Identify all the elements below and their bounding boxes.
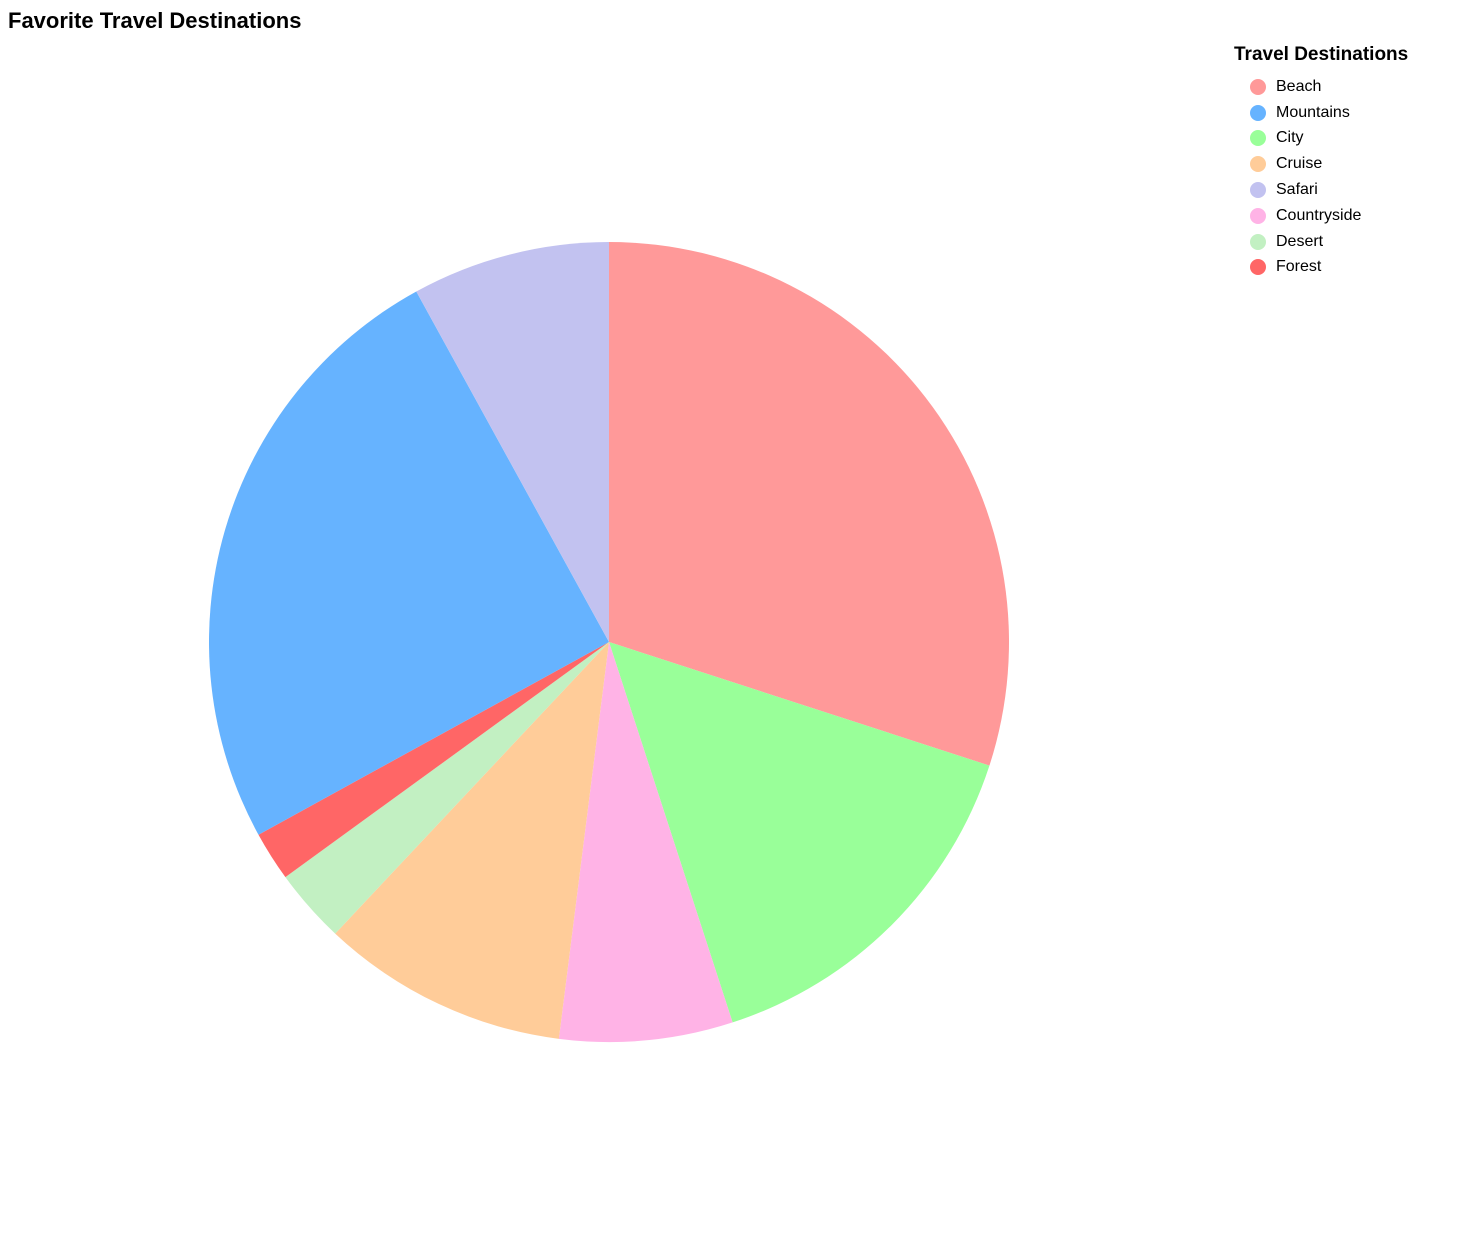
chart-title: Favorite Travel Destinations bbox=[8, 8, 302, 33]
legend-swatch-cruise bbox=[1250, 156, 1266, 173]
pie-slice-safari bbox=[416, 242, 609, 642]
legend-label: City bbox=[1276, 129, 1304, 147]
legend-label: Mountains bbox=[1276, 103, 1350, 121]
legend-item-countryside: Countryside bbox=[1232, 203, 1408, 229]
legend-swatch-mountains bbox=[1250, 104, 1266, 121]
legend-label: Cruise bbox=[1276, 155, 1323, 173]
pie-slice-countryside bbox=[558, 642, 733, 1042]
legend-item-safari: Safari bbox=[1232, 177, 1408, 203]
legend-item-beach: Beach bbox=[1232, 74, 1408, 100]
legend-label: Forest bbox=[1276, 258, 1322, 276]
pie-slice-city bbox=[609, 642, 990, 1023]
legend-item-mountains: Mountains bbox=[1232, 100, 1408, 126]
legend-swatch-city bbox=[1250, 130, 1266, 147]
legend-swatch-desert bbox=[1250, 233, 1266, 250]
legend-item-forest: Forest bbox=[1232, 255, 1408, 281]
legend: Travel Destinations Beach Mountains City Cr… bbox=[1232, 44, 1408, 280]
legend-swatch-safari bbox=[1250, 182, 1266, 199]
pie-slice-mountains bbox=[209, 291, 609, 835]
legend-label: Desert bbox=[1276, 232, 1324, 250]
legend-item-city: City bbox=[1232, 126, 1408, 152]
pie-slice-beach bbox=[609, 242, 1009, 766]
legend-label: Beach bbox=[1276, 77, 1322, 95]
legend-item-cruise: Cruise bbox=[1232, 151, 1408, 177]
legend-swatch-forest bbox=[1250, 259, 1266, 276]
legend-items: Beach Mountains City Cruise Safari Countrysid… bbox=[1232, 74, 1408, 280]
legend-label: Countryside bbox=[1276, 206, 1362, 224]
pie-slices bbox=[209, 242, 1009, 1042]
legend-title: Travel Destinations bbox=[1234, 44, 1409, 65]
pie-slice-cruise bbox=[335, 642, 609, 1039]
legend-item-desert: Desert bbox=[1232, 229, 1408, 255]
pie-slice-forest bbox=[258, 642, 609, 878]
legend-swatch-countryside bbox=[1250, 207, 1266, 224]
legend-swatch-beach bbox=[1250, 78, 1266, 95]
legend-label: Safari bbox=[1276, 181, 1318, 199]
pie-slice-desert bbox=[285, 642, 609, 934]
